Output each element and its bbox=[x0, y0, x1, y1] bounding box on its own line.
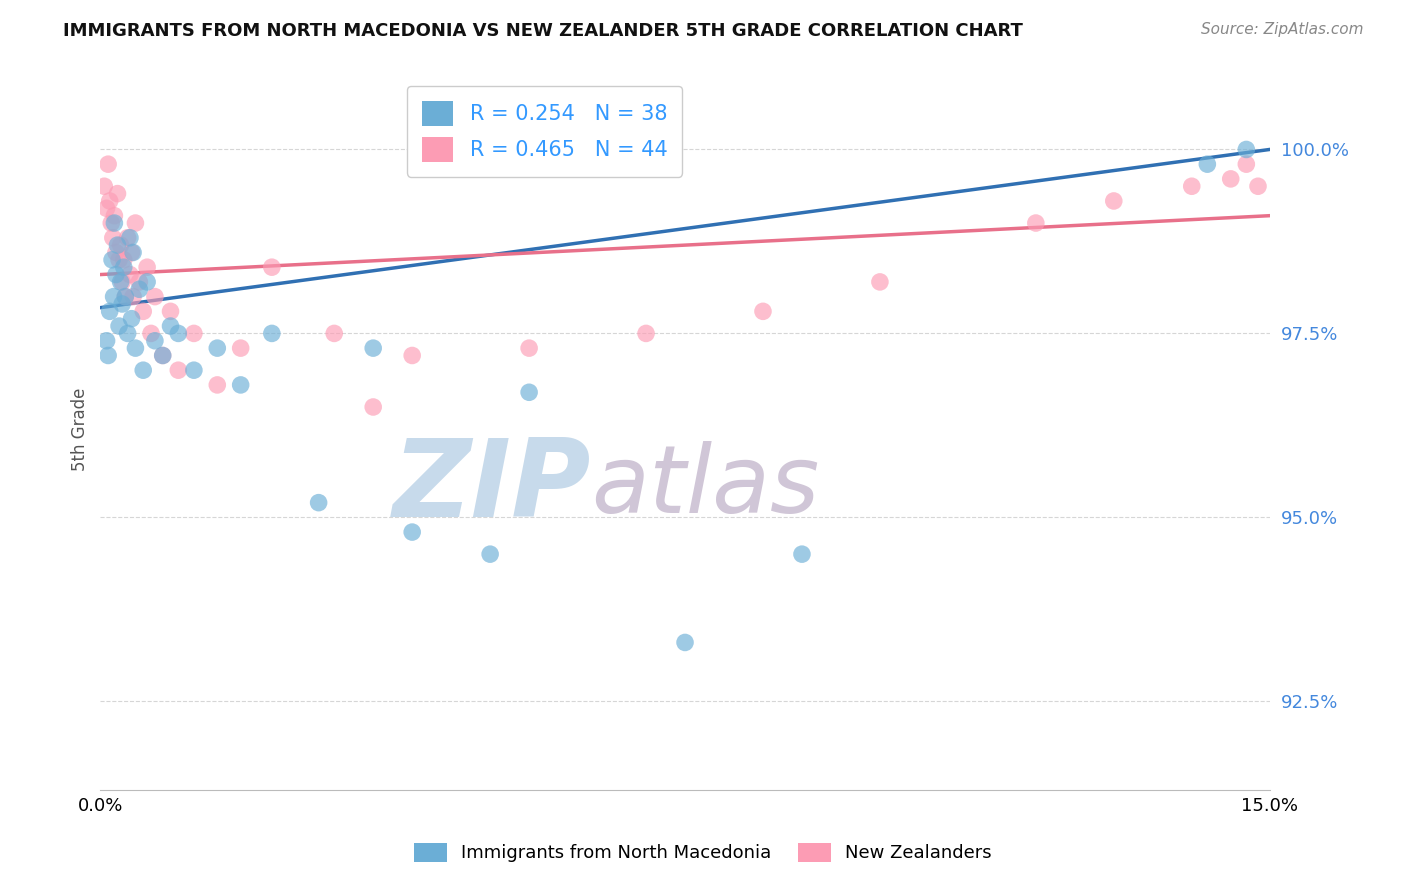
Point bbox=[517, 385, 540, 400]
Legend: R = 0.254   N = 38, R = 0.465   N = 44: R = 0.254 N = 38, R = 0.465 N = 44 bbox=[408, 87, 682, 177]
Point bbox=[308, 496, 330, 510]
Point bbox=[121, 245, 143, 260]
Point bbox=[118, 268, 141, 282]
Point bbox=[122, 290, 145, 304]
Point bbox=[1234, 143, 1257, 157]
Point bbox=[207, 378, 229, 392]
Point bbox=[1247, 179, 1270, 194]
Point bbox=[159, 304, 181, 318]
Point bbox=[114, 290, 136, 304]
Point bbox=[1234, 157, 1257, 171]
Point bbox=[110, 238, 132, 252]
Point bbox=[139, 326, 162, 341]
Point bbox=[103, 216, 125, 230]
Point bbox=[136, 275, 159, 289]
Text: IMMIGRANTS FROM NORTH MACEDONIA VS NEW ZEALANDER 5TH GRADE CORRELATION CHART: IMMIGRANTS FROM NORTH MACEDONIA VS NEW Z… bbox=[63, 22, 1024, 40]
Point bbox=[479, 547, 502, 561]
Point bbox=[98, 194, 121, 208]
Point bbox=[260, 326, 283, 341]
Point bbox=[634, 326, 657, 341]
Point bbox=[1102, 194, 1125, 208]
Point bbox=[107, 186, 129, 201]
Point bbox=[97, 157, 120, 171]
Point bbox=[143, 334, 166, 348]
Point bbox=[1197, 157, 1219, 171]
Point bbox=[159, 319, 181, 334]
Point bbox=[152, 349, 174, 363]
Point bbox=[110, 275, 132, 289]
Point bbox=[122, 245, 145, 260]
Point bbox=[96, 202, 118, 216]
Point bbox=[118, 231, 141, 245]
Point bbox=[114, 290, 136, 304]
Point bbox=[108, 319, 131, 334]
Point bbox=[1219, 172, 1241, 186]
Point bbox=[517, 341, 540, 355]
Point bbox=[96, 334, 118, 348]
Point bbox=[132, 304, 155, 318]
Point bbox=[229, 378, 252, 392]
Point bbox=[111, 297, 134, 311]
Point bbox=[98, 304, 121, 318]
Point bbox=[790, 547, 813, 561]
Point bbox=[207, 341, 229, 355]
Text: ZIP: ZIP bbox=[394, 434, 592, 540]
Point bbox=[143, 290, 166, 304]
Point bbox=[361, 341, 384, 355]
Point bbox=[128, 282, 150, 296]
Point bbox=[100, 216, 122, 230]
Point bbox=[93, 179, 115, 194]
Point bbox=[401, 525, 423, 540]
Point bbox=[323, 326, 346, 341]
Point bbox=[107, 238, 129, 252]
Point bbox=[111, 275, 134, 289]
Point bbox=[401, 349, 423, 363]
Point bbox=[152, 349, 174, 363]
Point bbox=[361, 400, 384, 414]
Point bbox=[183, 326, 205, 341]
Point bbox=[673, 635, 696, 649]
Y-axis label: 5th Grade: 5th Grade bbox=[72, 387, 89, 471]
Point bbox=[183, 363, 205, 377]
Point bbox=[128, 275, 150, 289]
Point bbox=[752, 304, 775, 318]
Point bbox=[121, 311, 143, 326]
Point bbox=[103, 209, 125, 223]
Point bbox=[260, 260, 283, 275]
Legend: Immigrants from North Macedonia, New Zealanders: Immigrants from North Macedonia, New Zea… bbox=[406, 836, 1000, 870]
Text: atlas: atlas bbox=[592, 442, 820, 533]
Point bbox=[136, 260, 159, 275]
Point bbox=[112, 260, 135, 275]
Text: Source: ZipAtlas.com: Source: ZipAtlas.com bbox=[1201, 22, 1364, 37]
Point bbox=[117, 231, 139, 245]
Point bbox=[1181, 179, 1204, 194]
Point bbox=[97, 349, 120, 363]
Point bbox=[104, 268, 127, 282]
Point bbox=[132, 363, 155, 377]
Point bbox=[103, 290, 125, 304]
Point bbox=[101, 252, 124, 267]
Point bbox=[104, 245, 127, 260]
Point bbox=[1025, 216, 1047, 230]
Point bbox=[112, 252, 135, 267]
Point bbox=[101, 231, 124, 245]
Point bbox=[229, 341, 252, 355]
Point bbox=[108, 252, 131, 267]
Point bbox=[124, 341, 146, 355]
Point bbox=[869, 275, 891, 289]
Point bbox=[117, 326, 139, 341]
Point bbox=[167, 363, 190, 377]
Point bbox=[167, 326, 190, 341]
Point bbox=[124, 216, 146, 230]
